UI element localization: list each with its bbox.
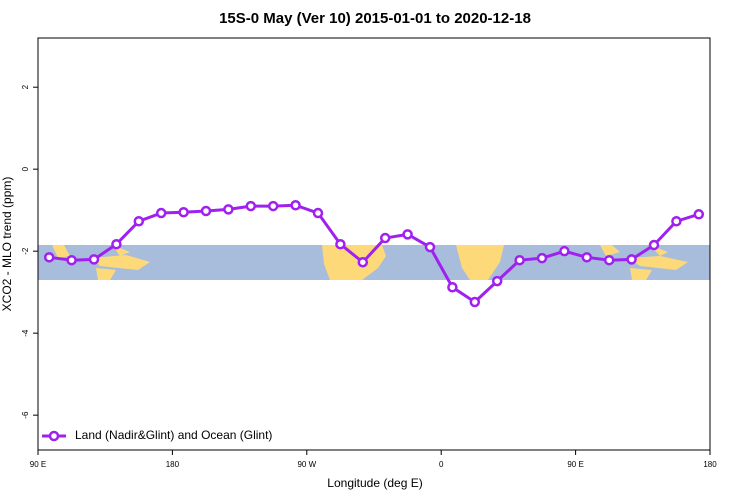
point — [178, 206, 189, 218]
y-tick-label: -2 — [21, 247, 30, 255]
point — [424, 241, 436, 253]
point — [648, 239, 660, 251]
point — [447, 281, 458, 293]
point — [603, 254, 615, 266]
point — [335, 238, 346, 250]
point — [626, 254, 637, 265]
point — [536, 252, 548, 264]
point — [133, 215, 145, 227]
y-axis-label: XCO2 - MLO trend (ppm) — [0, 177, 14, 312]
point — [491, 275, 503, 287]
point — [514, 254, 525, 266]
plot-frame — [37, 37, 711, 451]
point — [357, 256, 369, 268]
y-tick-label: 0 — [21, 166, 30, 171]
y-tick-label: -4 — [21, 329, 30, 337]
x-tick-label: 90 E — [30, 460, 46, 469]
land-indonesia — [600, 245, 688, 280]
y-tick-label: -6 — [21, 411, 30, 419]
point — [267, 200, 279, 212]
point — [43, 252, 55, 263]
point — [693, 209, 705, 220]
point — [290, 200, 301, 211]
point — [245, 200, 257, 212]
point — [223, 204, 234, 215]
legend-label: Land (Nadir&Glint) and Ocean (Glint) — [75, 428, 272, 442]
point — [379, 232, 391, 244]
x-tick-label: 90 E — [567, 460, 583, 469]
x-tick-label: 90 W — [297, 460, 316, 469]
point — [88, 254, 100, 265]
legend-marker — [48, 430, 60, 442]
point — [469, 296, 481, 308]
point — [66, 254, 77, 266]
point — [312, 207, 324, 219]
point — [111, 238, 122, 250]
point — [155, 207, 167, 219]
chart-title: 15S-0 May (Ver 10) 2015-01-01 to 2020-12… — [219, 10, 531, 27]
x-tick-label: 0 — [439, 460, 444, 469]
point — [402, 229, 413, 240]
point — [200, 205, 212, 217]
land-indonesia-west — [52, 245, 150, 280]
x-axis-label: Longitude (deg E) — [327, 476, 422, 490]
point — [671, 215, 682, 227]
x-tick-label: 180 — [166, 460, 180, 469]
x-tick-label: 180 — [703, 460, 717, 469]
y-tick-label: 2 — [21, 84, 30, 89]
point — [581, 252, 593, 263]
land-south-america — [456, 245, 504, 280]
point — [559, 245, 570, 257]
